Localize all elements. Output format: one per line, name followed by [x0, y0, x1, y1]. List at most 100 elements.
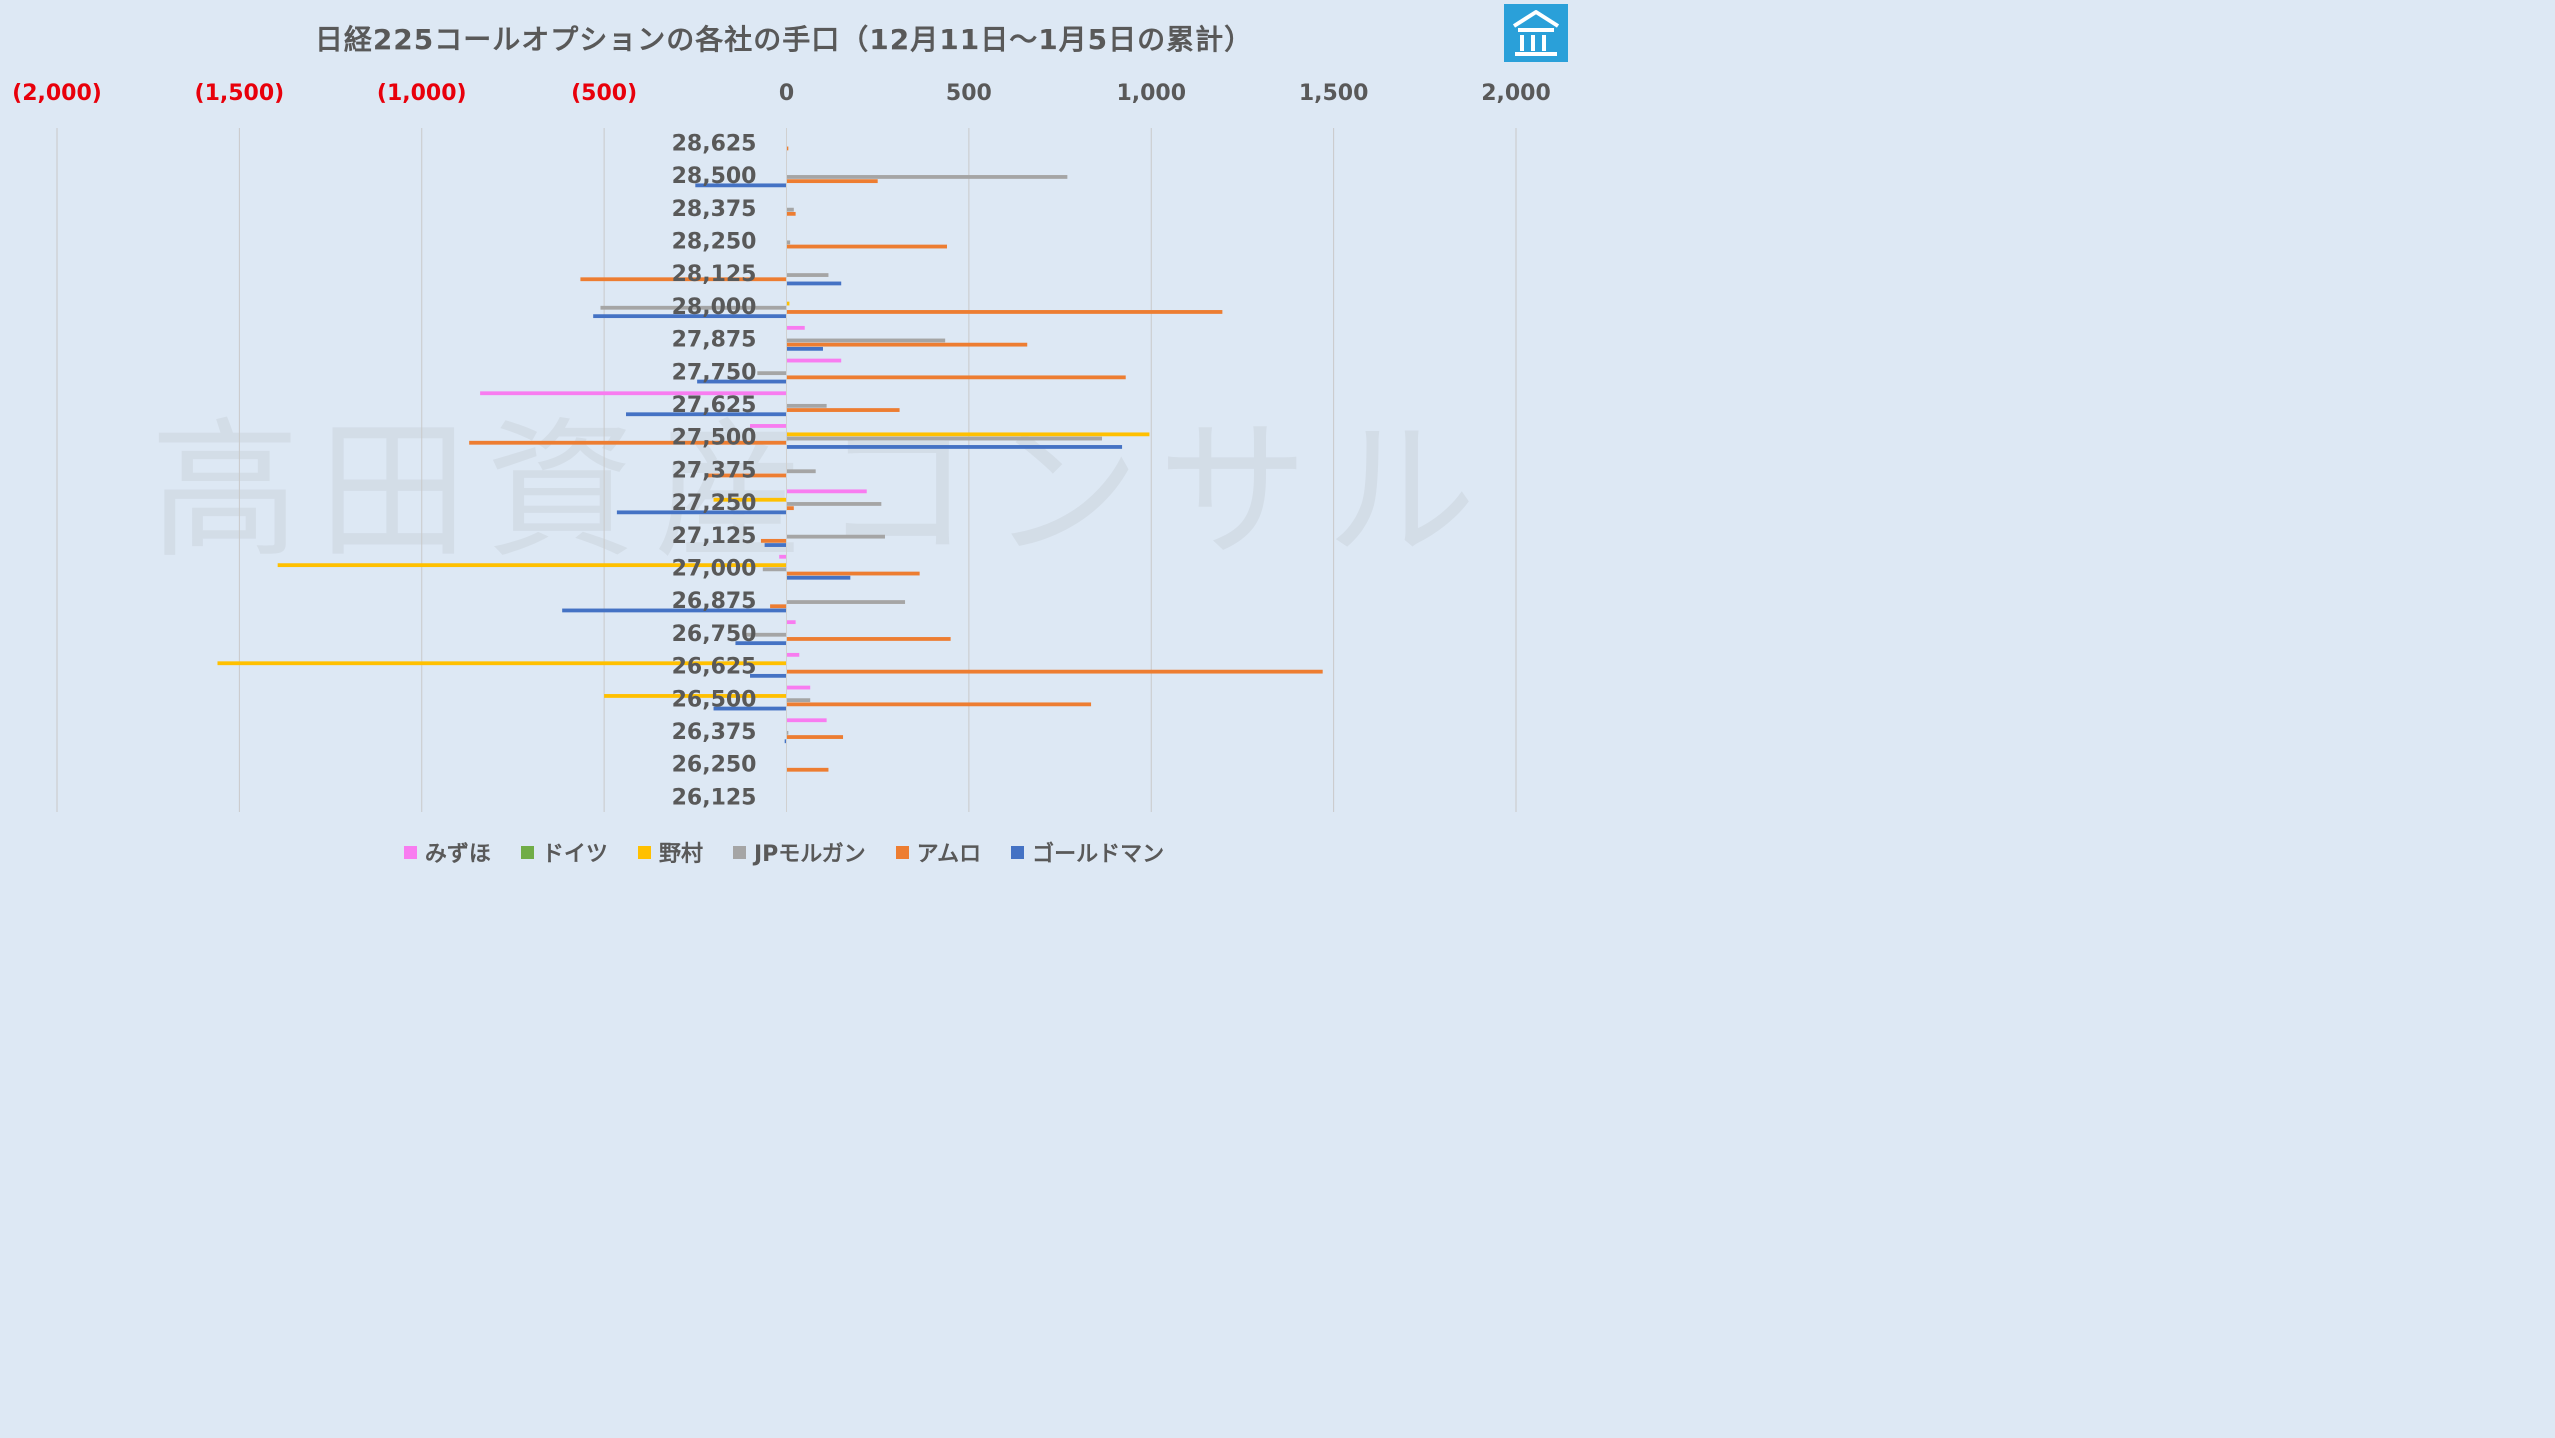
legend-label: JPモルガン	[753, 842, 866, 867]
bar-5	[786, 669, 1323, 674]
legend-label: ドイツ	[541, 842, 608, 867]
bar-4	[786, 698, 811, 703]
bar-4	[786, 600, 906, 604]
bar-4	[786, 207, 794, 212]
bar-6	[616, 510, 787, 515]
category-label: 26,875	[672, 589, 757, 614]
bar-5	[786, 244, 947, 249]
bar-5	[786, 702, 1092, 707]
bar-4	[757, 371, 787, 376]
bar-5	[786, 767, 829, 772]
bar-1	[786, 620, 796, 625]
chart-title: 日経225コールオプションの各社の手口（12月11日～1月5日の累計）	[314, 23, 1254, 56]
bar-5	[706, 473, 787, 478]
x-tick-label: 500	[946, 81, 992, 106]
category-label: 28,500	[672, 164, 757, 189]
bar-3	[604, 694, 787, 698]
legend-swatch	[520, 845, 534, 859]
x-tick-label: 1,000	[1116, 81, 1186, 106]
category-label: 26,625	[672, 655, 757, 680]
category-label: 27,000	[672, 556, 757, 581]
bar-6	[764, 543, 787, 547]
legend-item: ゴールドマン	[1011, 836, 1164, 868]
bar-1	[786, 489, 867, 494]
bar-6	[784, 739, 787, 744]
bar-5	[786, 506, 794, 511]
bar-4	[786, 469, 816, 474]
x-tick-label: (1,000)	[377, 81, 467, 106]
legend-label: アムロ	[916, 842, 982, 867]
category-label: 28,250	[672, 229, 757, 254]
bar-6	[750, 673, 787, 678]
bar-4	[786, 338, 946, 343]
logo	[1504, 4, 1568, 62]
category-label: 28,625	[672, 131, 757, 156]
legend-swatch	[1011, 845, 1025, 859]
bar-5	[786, 211, 796, 216]
bar-1	[750, 424, 787, 428]
x-tick-label: (1,500)	[195, 81, 285, 106]
bar-6	[593, 314, 787, 319]
legend-item: アムロ	[895, 836, 982, 868]
bar-5	[770, 604, 787, 609]
bar-4	[786, 534, 885, 539]
bar-3	[713, 497, 787, 502]
x-tick-label: (500)	[571, 81, 637, 106]
category-label: 27,250	[672, 491, 757, 516]
bar-5	[786, 408, 900, 412]
bar-6	[786, 445, 1123, 449]
bar-3	[786, 432, 1150, 437]
legend-swatch	[637, 845, 651, 859]
bar-1	[786, 685, 811, 690]
bar-1	[779, 554, 787, 559]
legend-label: ゴールドマン	[1032, 842, 1165, 867]
bar-3	[786, 301, 790, 306]
bar-1	[786, 358, 842, 363]
bar-5	[786, 179, 878, 184]
bar-chart: (2,000) (1,500) (1,000) (500) 0 500 1,000 1,500…	[12, 81, 1551, 812]
bar-4	[786, 730, 789, 735]
category-label: 27,625	[672, 393, 757, 418]
bar-4	[786, 502, 882, 506]
bar-1	[786, 325, 805, 330]
bar-4	[786, 175, 1068, 179]
bar-1	[786, 652, 800, 657]
category-label: 27,500	[672, 426, 757, 451]
legend-swatch	[732, 845, 746, 859]
bar-5	[786, 571, 920, 576]
bar-4	[786, 273, 829, 277]
bar-5	[760, 538, 787, 543]
bar-6	[697, 379, 787, 384]
legend-swatch	[403, 845, 417, 859]
bar-3	[217, 661, 787, 666]
bar-5	[786, 735, 844, 739]
bar-5	[469, 440, 787, 445]
bar-4	[786, 436, 1103, 441]
bar-5	[580, 277, 787, 282]
category-label: 28,125	[672, 262, 757, 287]
category-label: 27,375	[672, 458, 757, 483]
bar-4	[600, 305, 787, 310]
bar-5	[786, 146, 789, 151]
category-label: 28,000	[672, 295, 757, 320]
bar-1	[786, 718, 827, 723]
legend-item: ドイツ	[520, 836, 608, 868]
bar-6	[786, 281, 842, 286]
bar-3	[277, 563, 787, 568]
bar-6	[695, 183, 787, 188]
bar-4	[786, 403, 827, 408]
bar-5	[786, 342, 1028, 347]
legend-label: 野村	[658, 842, 703, 867]
x-tick-label: 2,000	[1481, 81, 1551, 106]
category-label: 27,750	[672, 360, 757, 385]
category-label: 26,500	[672, 687, 757, 712]
category-label: 26,125	[672, 785, 757, 810]
bar-5	[786, 375, 1126, 380]
bar-6	[626, 412, 787, 417]
x-tick-label: 1,500	[1299, 81, 1369, 106]
x-tick-label: (2,000)	[12, 81, 102, 106]
legend-label: みずほ	[424, 842, 491, 867]
bar-6	[562, 608, 787, 613]
category-label: 27,125	[672, 524, 757, 549]
legend-item: みずほ	[403, 836, 491, 868]
